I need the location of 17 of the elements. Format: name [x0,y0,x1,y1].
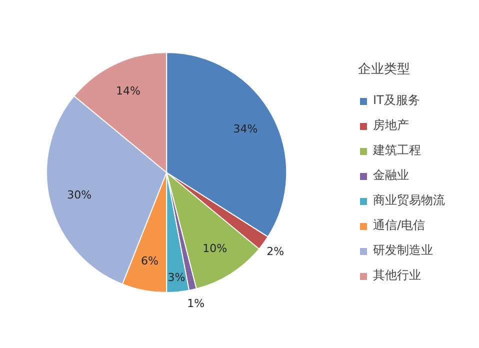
data-label: 6% [140,254,158,268]
legend-title: 企业类型 [358,61,411,78]
data-label: 1% [187,297,205,310]
data-label: 30% [67,188,92,202]
data-label: 34% [233,122,258,136]
data-label: 14% [116,84,140,98]
data-label: 10% [202,242,228,255]
legend-label: 其他行业 [373,267,421,284]
legend-label: 研发制造业 [373,242,433,259]
legend-label: IT及服务 [373,92,420,109]
data-label: 3% [168,271,186,284]
legend-label: 商业贸易物流 [373,192,445,209]
legend-label: 房地产 [373,117,409,134]
data-label: 2% [266,245,284,258]
legend-label: 金融业 [373,167,409,184]
legend-label: 通信/电信 [373,217,426,234]
legend-label: 建筑工程 [373,142,421,159]
